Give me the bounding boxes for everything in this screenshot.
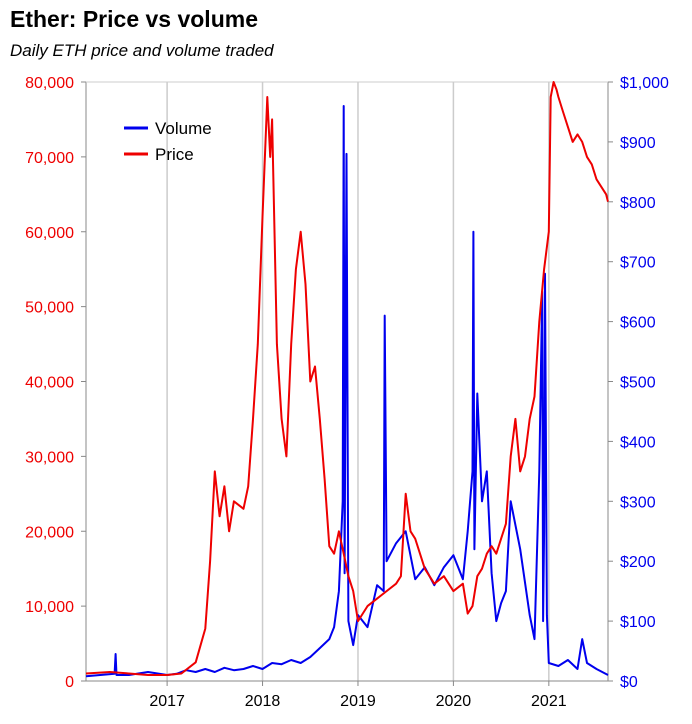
left-tick-label: 10,000	[25, 599, 74, 616]
left-tick-label: 0	[65, 674, 74, 691]
series-price-line	[85, 81, 609, 676]
legend-volume-label: Volume	[155, 119, 212, 138]
right-tick-label: $600	[620, 315, 656, 332]
x-tick-label: 2021	[531, 693, 567, 710]
left-tick-label: 60,000	[25, 225, 74, 242]
left-tick-label: 80,000	[25, 75, 74, 92]
left-tick-label: 70,000	[25, 150, 74, 167]
x-tick-label: 2019	[340, 693, 376, 710]
x-tick-label: 2017	[149, 693, 185, 710]
right-tick-label: $1,000	[620, 75, 669, 92]
legend: Volume Price	[124, 119, 212, 164]
series-volume-line	[85, 105, 609, 678]
x-tick-label: 2020	[436, 693, 472, 710]
right-tick-label: $400	[620, 434, 656, 451]
right-tick-label: $500	[620, 375, 656, 392]
legend-price-label: Price	[155, 145, 194, 164]
right-tick-label: $700	[620, 255, 656, 272]
x-tick-label: 2018	[245, 693, 281, 710]
tick-labels: 0 10,000 20,000 30,000 40,000 50,000 60,000 70,…	[25, 75, 669, 710]
right-tick-label: $800	[620, 195, 656, 212]
left-tick-label: 30,000	[25, 449, 74, 466]
right-tick-label: $100	[620, 614, 656, 631]
left-tick-label: 20,000	[25, 524, 74, 541]
series-layer	[85, 81, 609, 678]
grid-lines	[166, 82, 550, 681]
chart-title: Ether: Price vs volume	[10, 6, 258, 32]
left-tick-label: 50,000	[25, 300, 74, 317]
chart-subtitle: Daily ETH price and volume traded	[10, 41, 274, 60]
right-tick-label: $900	[620, 135, 656, 152]
left-tick-label: 40,000	[25, 375, 74, 392]
right-tick-label: $0	[620, 674, 638, 691]
right-tick-label: $300	[620, 494, 656, 511]
right-tick-label: $200	[620, 554, 656, 571]
